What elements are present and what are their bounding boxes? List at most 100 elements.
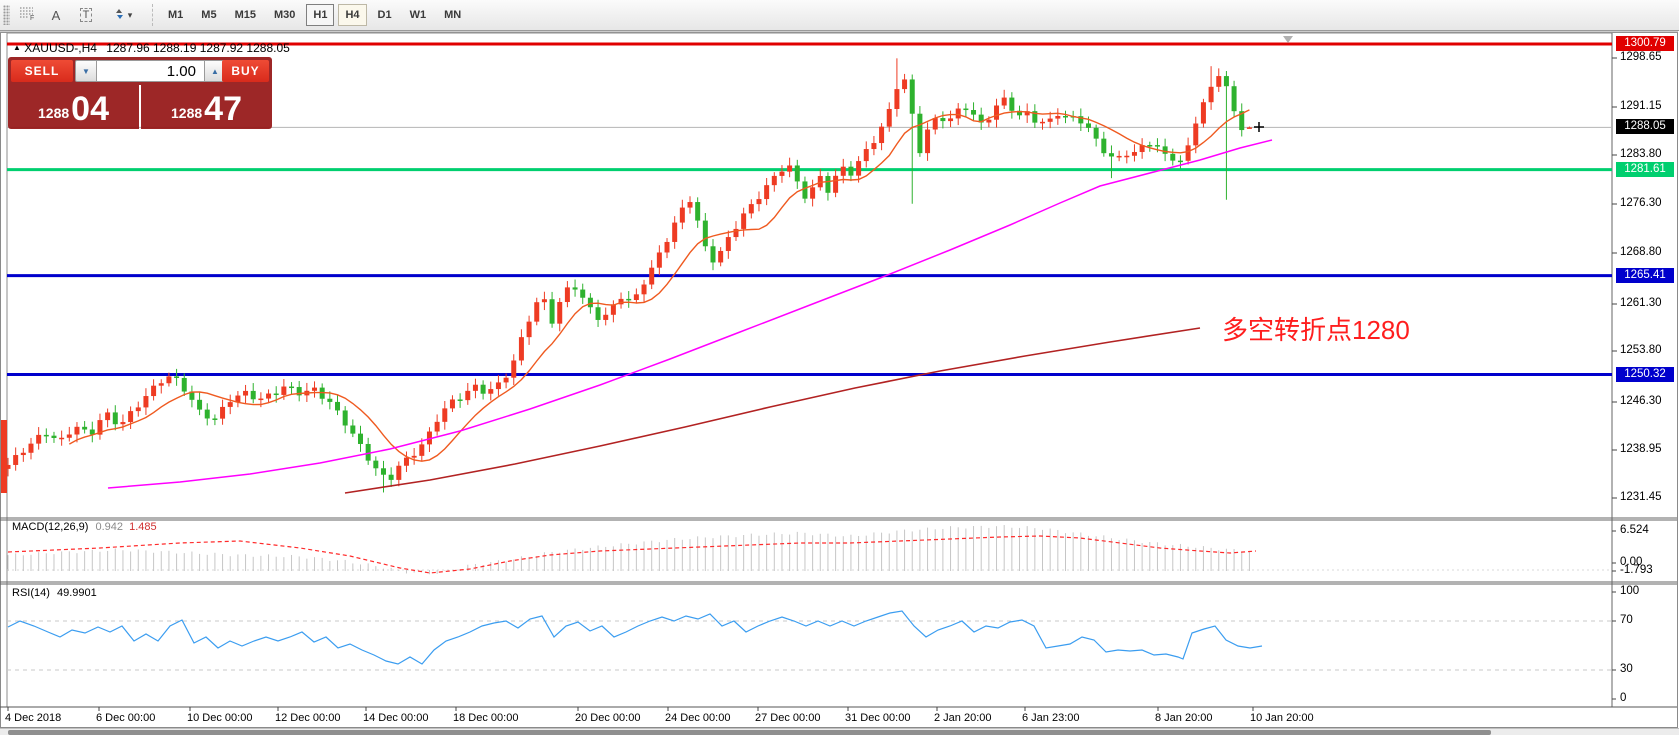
timeframe-button-m5[interactable]: M5 [194,4,223,26]
grid-forex-icon-button[interactable]: F [14,3,42,27]
candle-body [204,409,210,419]
macd-signal-line [7,535,1257,574]
candle-body [603,314,609,320]
candle-body [350,425,356,434]
buy-button[interactable]: BUY [222,60,269,82]
candle-body [1093,127,1099,139]
timeframe-button-h1[interactable]: H1 [306,4,335,26]
candle-body [1139,145,1145,153]
candle-body [1108,153,1114,157]
candle-body [135,407,141,412]
volume-decrease-button[interactable]: ▼ [75,60,97,82]
candle-body [1116,155,1122,158]
candle-body [549,299,555,324]
scrollbar-thumb[interactable] [8,730,1491,735]
candle-body [748,204,754,214]
timeframe-button-m15[interactable]: M15 [228,4,263,26]
candle-body [810,187,816,199]
candle-body [220,406,226,419]
current-bar-cross-icon [1254,122,1264,132]
text-label-icon-button[interactable]: A [42,3,70,27]
candle-body [380,468,386,475]
horizontal-scrollbar[interactable] [0,728,1679,735]
candle-body [281,386,287,395]
candle-body [89,429,95,435]
candle-body [488,389,494,394]
sell-button[interactable]: SELL [11,60,73,82]
candle-body [227,402,233,407]
timeframe-button-m30[interactable]: M30 [267,4,302,26]
candle-body [1101,138,1107,154]
text-box-icon-button[interactable]: T [70,3,102,27]
candle-body [457,399,463,401]
boxed-t-icon: T [79,8,93,22]
toolbar: F A T ▾ M1 M5 M15 M30 H1 H4 D1 W1 MN [0,0,1679,31]
candle-body [1231,86,1237,112]
candle-body [902,79,908,90]
chart-shift-marker-icon[interactable] [1283,36,1293,43]
letter-a-icon: A [51,7,61,23]
timeframe-button-w1[interactable]: W1 [403,4,434,26]
candle-body [1246,127,1252,129]
candle-body [174,376,180,378]
candle-body [863,149,869,162]
candle-body [434,421,440,432]
candle-body [695,202,701,221]
candle-body [971,110,977,115]
candle-body [534,302,540,322]
plot-background [7,33,1612,707]
candle-body [641,284,647,295]
candle-body [1001,97,1007,106]
candle-body [787,165,793,172]
cycle-arrows-icon [112,7,127,24]
timeframe-button-d1[interactable]: D1 [371,4,399,26]
candle-body [396,465,402,480]
candle-body [1208,86,1214,103]
candle-body [1078,116,1084,124]
candle-body [197,399,203,410]
candle-body [411,455,417,458]
rsi-line [7,610,1263,665]
candle-body [1223,76,1229,87]
candle-body [1177,160,1183,163]
candle-body [105,412,111,421]
candle-body [442,408,448,422]
chevron-down-icon: ▾ [127,9,133,20]
candle-body [312,387,318,391]
candle-body [587,297,593,308]
candle-body [189,391,195,400]
candle-body [886,108,892,127]
volume-input[interactable] [97,60,204,82]
trade-panel-top-row: SELL ▼ ▲ BUY [8,57,272,85]
grid-forex-icon: F [19,6,37,24]
candle-body [128,411,134,423]
candle-body [59,437,65,440]
candle-body [618,298,624,305]
candle-body [13,455,19,465]
candle-body [687,202,693,208]
candle-body [1124,155,1130,158]
candle-body [932,118,938,130]
candle-body [909,79,915,114]
candle-body [963,108,969,111]
candle-body [495,382,501,390]
candle-body [449,399,455,409]
toolbar-grip[interactable] [3,5,10,25]
sell-price-display[interactable]: 1288 04 [8,85,139,129]
sell-price-minor: 04 [71,89,109,128]
buy-price-display[interactable]: 1288 47 [141,85,272,129]
cycle-arrows-icon-button[interactable]: ▾ [102,3,142,27]
candle-body [702,220,708,247]
timeframe-button-m1[interactable]: M1 [161,4,190,26]
candle-body [28,443,34,453]
candle-body [143,396,149,408]
timeframe-button-mn[interactable]: MN [437,4,468,26]
candle-body [273,393,279,396]
timeframe-button-h4[interactable]: H4 [338,4,367,26]
candle-body [181,377,187,392]
candle-body [266,393,272,399]
candle-body [710,246,716,263]
candle-body [472,384,478,391]
